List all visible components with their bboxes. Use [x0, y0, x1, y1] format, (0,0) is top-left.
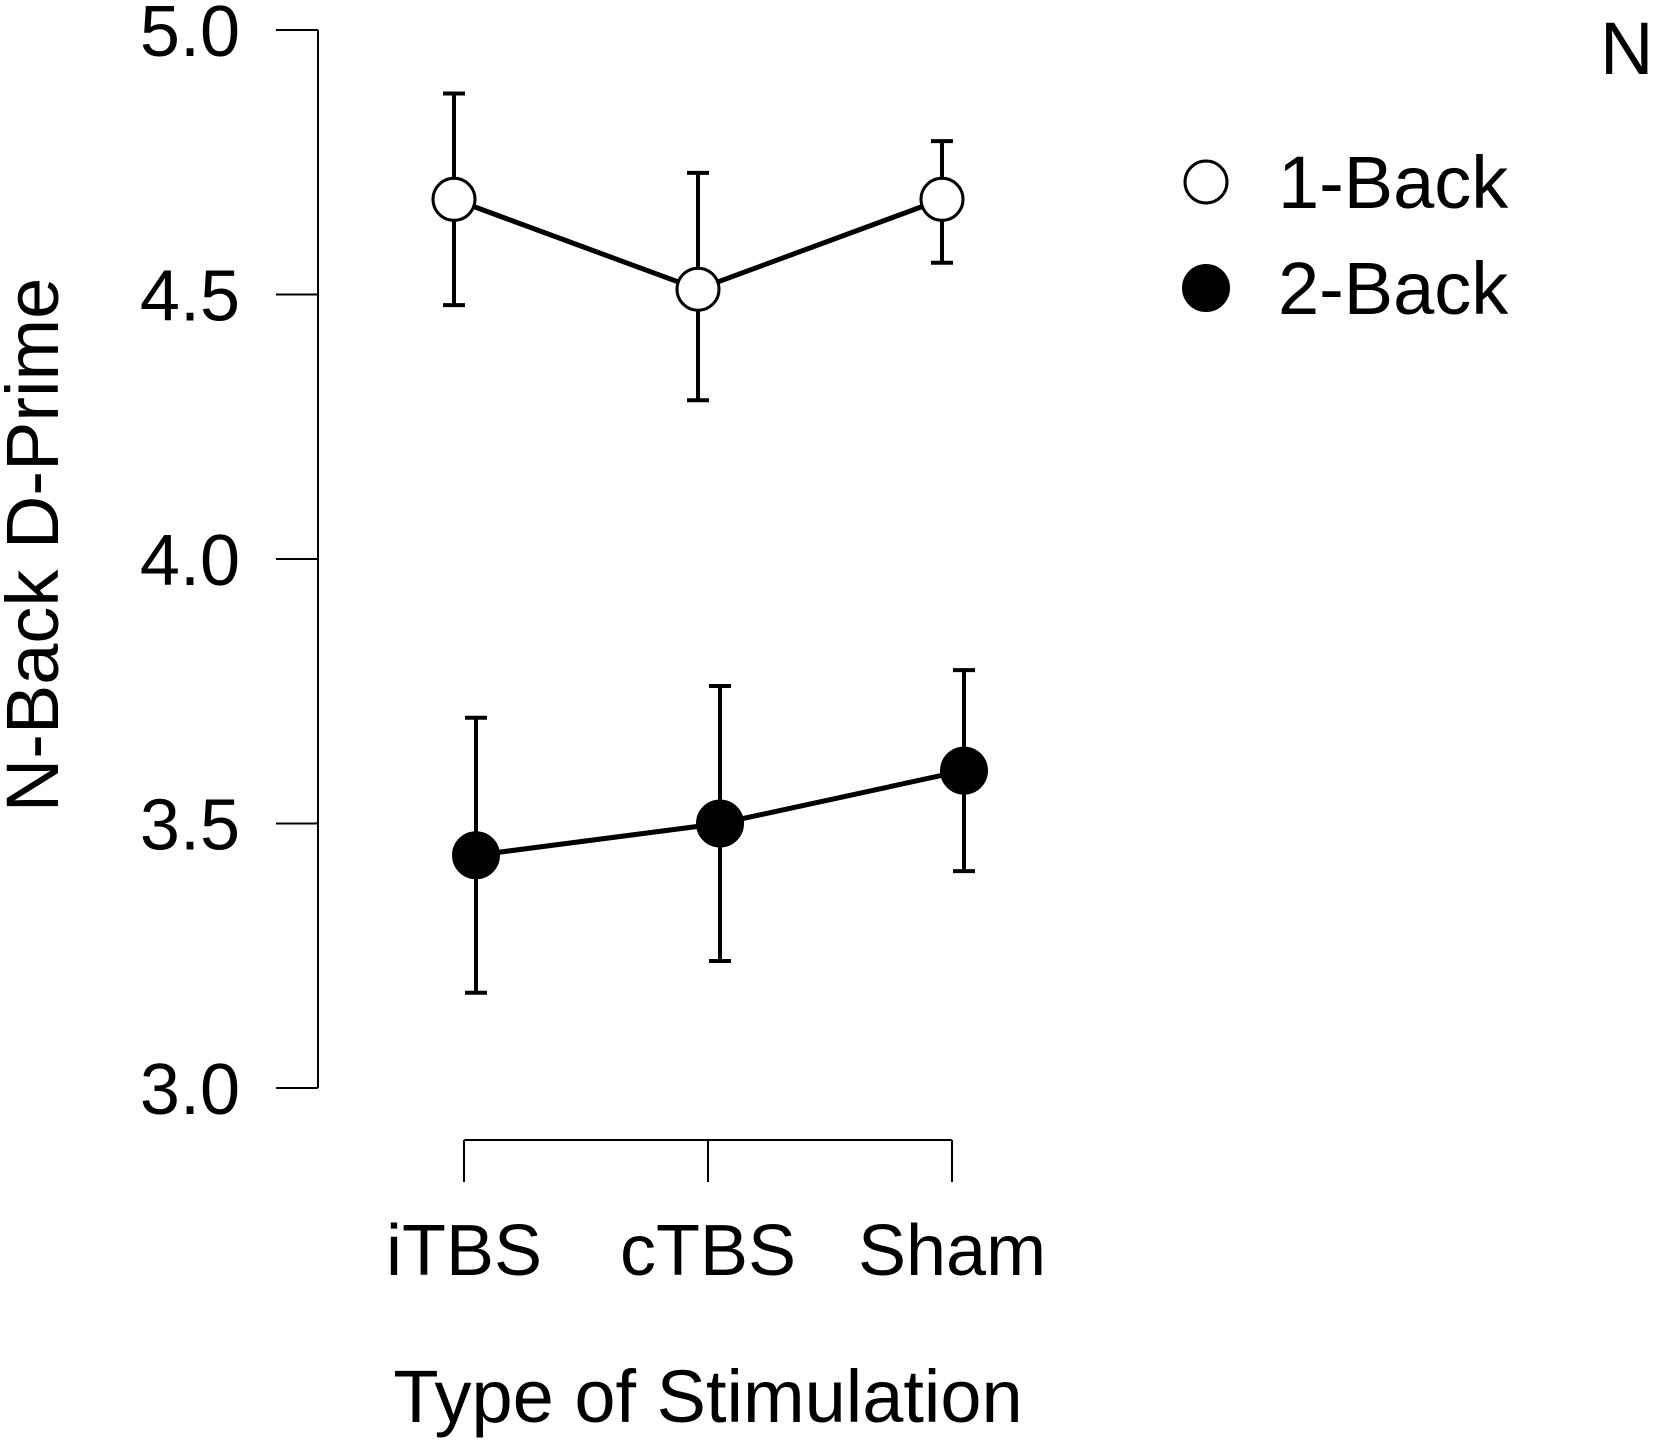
y-tick-label: 3.0 — [140, 1050, 240, 1130]
y-axis-title: N-Back D-Prime — [0, 278, 74, 812]
legend: 1-Back 2-Back — [1182, 141, 1509, 330]
x-tick-label-sham: Sham — [858, 1211, 1046, 1291]
data-point — [696, 799, 744, 848]
data-point — [431, 176, 477, 222]
data-point — [452, 831, 500, 880]
y-axis: 3.0 3.5 4.0 4.5 5.0 — [140, 0, 319, 1130]
y-tick-label: 4.5 — [140, 257, 240, 337]
series-2-back — [452, 668, 988, 995]
data-point — [919, 176, 965, 222]
plot-area — [431, 91, 988, 995]
y-tick-label: 4.0 — [140, 521, 240, 601]
x-tick-label-ctbs: cTBS — [620, 1211, 796, 1291]
partial-panel-label: N — [1600, 7, 1653, 90]
x-axis-title: Type of Stimulation — [393, 1355, 1022, 1438]
y-tick-label: 5.0 — [140, 0, 240, 72]
legend-label: 1-Back — [1278, 141, 1509, 224]
x-axis: iTBS cTBS Sham — [386, 1139, 1046, 1291]
x-tick-label-itbs: iTBS — [386, 1211, 542, 1291]
data-point — [940, 746, 988, 795]
legend-marker — [1183, 159, 1229, 205]
series-1-back — [431, 91, 965, 403]
legend-label: 2-Back — [1278, 247, 1509, 330]
y-tick-label: 3.5 — [140, 786, 240, 866]
legend-marker — [1182, 264, 1230, 312]
data-point — [675, 266, 721, 312]
